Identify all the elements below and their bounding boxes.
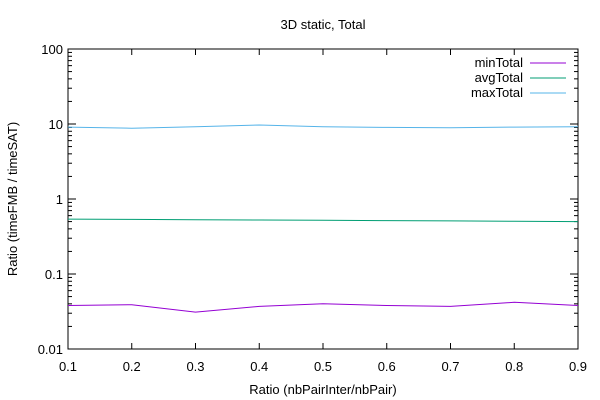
x-tick-label: 0.9 <box>569 359 587 374</box>
y-tick-label: 0.1 <box>45 267 63 282</box>
y-tick-label: 1 <box>56 192 63 207</box>
series-line-minTotal <box>67 301 579 313</box>
x-axis-label: Ratio (nbPairInter/nbPair) <box>249 382 396 397</box>
x-tick-label: 0.4 <box>250 359 268 374</box>
x-tick-label: 0.2 <box>123 359 141 374</box>
legend-label: avgTotal <box>475 70 524 85</box>
series-line-avgTotal <box>67 218 579 223</box>
y-tick-label: 100 <box>41 42 63 57</box>
x-tick-label: 0.8 <box>505 359 523 374</box>
x-tick-label: 0.6 <box>378 359 396 374</box>
y-axis-label: Ratio (timeFMB / timeSAT) <box>5 122 20 276</box>
y-tick-label: 0.01 <box>38 342 63 357</box>
series-line-maxTotal <box>67 124 579 129</box>
axes: 0.1 0.2 0.3 0.4 0.5 0.6 0.7 0.8 0.9 0.01 0.1 1 10 100 <box>38 42 587 374</box>
y-tick-label: 10 <box>49 117 63 132</box>
series-lines <box>67 124 579 313</box>
x-tick-label: 0.7 <box>441 359 459 374</box>
chart-title: 3D static, Total <box>280 17 365 32</box>
legend-label: maxTotal <box>471 85 523 100</box>
x-tick-label: 0.3 <box>186 359 204 374</box>
x-tick-label: 0.5 <box>314 359 332 374</box>
legend-label: minTotal <box>475 55 524 70</box>
x-tick-label: 0.1 <box>59 359 77 374</box>
